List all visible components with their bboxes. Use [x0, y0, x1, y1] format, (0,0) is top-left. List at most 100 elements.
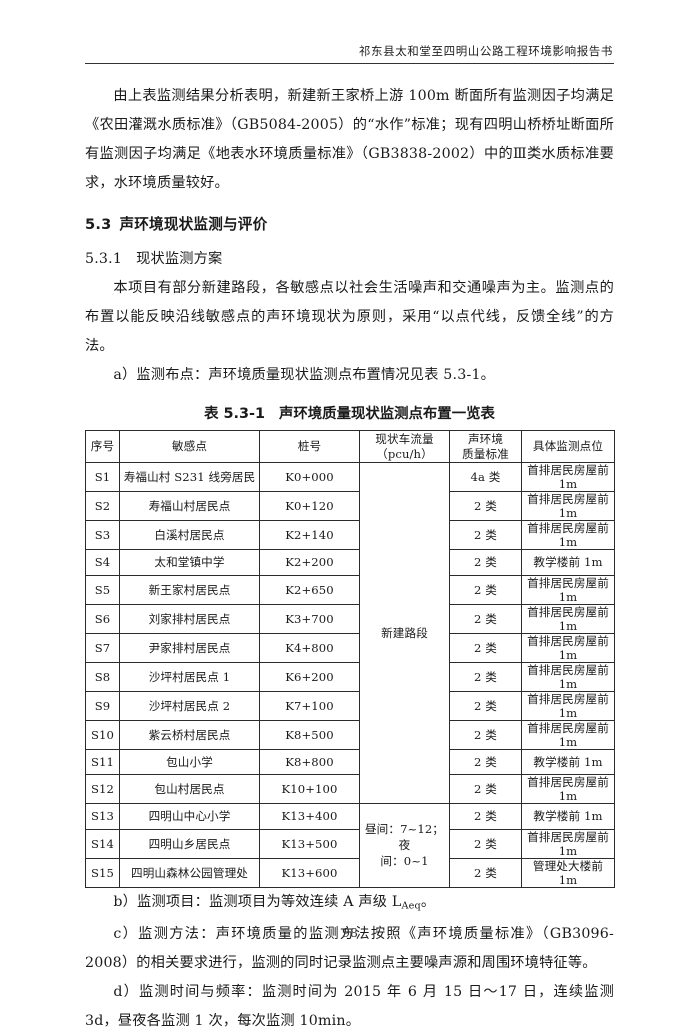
column-header-standard-line1: 声环境	[467, 432, 504, 446]
table-row: S9 沙坪村居民点 2 K7+100 2 类 首排居民房屋前 1m	[85, 690, 615, 721]
column-header-standard-line2: 质量标准	[462, 446, 509, 461]
cell-location: 管理处大楼前 1m	[521, 857, 615, 888]
cell-no: S2	[85, 491, 120, 521]
section-heading: 5.3 声环境现状监测与评价	[85, 210, 614, 240]
cell-point: 四明山乡居民点	[119, 828, 260, 859]
item-b-subscript: Aeq	[401, 900, 421, 912]
cell-stake: K13+400	[259, 803, 360, 830]
cell-no: S7	[85, 632, 120, 663]
cell-standard: 2 类	[449, 774, 522, 804]
cell-point: 沙坪村居民点 1	[119, 661, 260, 692]
column-header-no: 序号	[85, 430, 120, 463]
cell-no: S10	[85, 719, 120, 750]
subsection-heading: 5.3.1 现状监测方案	[85, 244, 614, 274]
cell-stake: K0+120	[259, 491, 360, 521]
cell-no: S6	[85, 603, 120, 634]
cell-point: 尹家排村居民点	[119, 632, 260, 663]
item-b-paragraph: b）监测项目：监测项目为等效连续 A 声级 LAeq。	[85, 888, 614, 921]
column-header-flow-line1: 现状车流量	[375, 432, 434, 446]
cell-standard: 2 类	[449, 719, 522, 750]
cell-standard: 2 类	[449, 574, 522, 605]
cell-no: S4	[85, 549, 120, 576]
cell-stake: K7+100	[259, 690, 360, 721]
cell-no: S5	[85, 574, 120, 605]
column-header-flow: 现状车流量 （pcu/h）	[359, 430, 450, 463]
cell-standard: 2 类	[449, 748, 522, 775]
column-header-flow-line2: （pcu/h）	[376, 446, 433, 461]
running-header-title: 祁东县太和堂至四明山公路工程环境影响报告书	[358, 44, 613, 58]
page-number: 98	[342, 925, 358, 940]
section-number: 5.3	[85, 216, 112, 233]
table-row: S10 紫云桥村居民点 K8+500 2 类 首排居民房屋前 1m	[85, 719, 615, 750]
cell-flow-merged-traffic-line2: 间：0~1	[380, 854, 429, 869]
cell-no: S15	[85, 857, 120, 888]
cell-flow-merged-traffic: 昼间：7~12；夜 间：0~1	[359, 803, 450, 888]
table-row: S1 寿福山村 S231 线旁居民 K0+000 新建路段 4a 类 首排居民房…	[85, 462, 615, 804]
cell-no: S8	[85, 661, 120, 692]
column-header-location: 具体监测点位	[521, 430, 615, 463]
cell-location: 首排居民房屋前 1m	[521, 690, 615, 721]
cell-no: S13	[85, 803, 120, 830]
cell-location: 首排居民房屋前 1m	[521, 603, 615, 634]
cell-point: 包山村居民点	[119, 774, 260, 804]
cell-location: 教学楼前 1m	[521, 549, 615, 576]
cell-point: 沙坪村居民点 2	[119, 690, 260, 721]
cell-stake: K13+600	[259, 857, 360, 888]
cell-stake: K4+800	[259, 632, 360, 663]
cell-standard: 2 类	[449, 549, 522, 576]
cell-location: 首排居民房屋前 1m	[521, 828, 615, 859]
cell-standard: 2 类	[449, 632, 522, 663]
cell-stake: K13+500	[259, 828, 360, 859]
item-a-paragraph: a）监测布点：声环境质量现状监测点布置情况见表 5.3-1。	[113, 367, 496, 383]
table-row: S7 尹家排村居民点 K4+800 2 类 首排居民房屋前 1m	[85, 632, 615, 663]
cell-stake: K2+650	[259, 574, 360, 605]
cell-standard: 4a 类	[449, 462, 522, 492]
cell-standard: 2 类	[449, 520, 522, 550]
cell-no: S14	[85, 828, 120, 859]
cell-no: S11	[85, 748, 120, 775]
cell-location: 首排居民房屋前 1m	[521, 574, 615, 605]
cell-point: 四明山森林公园管理处	[119, 857, 260, 888]
cell-location: 首排居民房屋前 1m	[521, 661, 615, 692]
cell-standard: 2 类	[449, 857, 522, 888]
column-header-point: 敏感点	[119, 430, 260, 463]
table-body: S1 寿福山村 S231 线旁居民 K0+000 新建路段 4a 类 首排居民房…	[85, 462, 615, 888]
cell-stake: K8+800	[259, 748, 360, 775]
cell-standard: 2 类	[449, 828, 522, 859]
item-b-suffix: 。	[420, 893, 436, 910]
cell-point: 新王家村居民点	[119, 574, 260, 605]
table-row: S12 包山村居民点 K10+100 2 类 首排居民房屋前 1m	[85, 774, 615, 804]
cell-point: 刘家排村居民点	[119, 603, 260, 634]
table-caption-title: 声环境质量现状监测点布置一览表	[279, 406, 495, 422]
cell-point: 四明山中心小学	[119, 803, 260, 830]
document-page: 祁东县太和堂至四明山公路工程环境影响报告书 由上表监测结果分析表明，新建新王家桥…	[85, 44, 615, 1029]
table-header-row: 序号 敏感点 桩号 现状车流量 （pcu/h） 声环境 质量标准 具体监测点位	[85, 430, 615, 463]
cell-stake: K3+700	[259, 603, 360, 634]
cell-point: 包山小学	[119, 748, 260, 775]
subsection-number: 5.3.1	[85, 251, 123, 267]
table-row: S5 新王家村居民点 K2+650 2 类 首排居民房屋前 1m	[85, 574, 615, 605]
table-row: S2 寿福山村居民点 K0+120 2 类 首排居民房屋前 1m	[85, 491, 615, 521]
noise-monitoring-table: 序号 敏感点 桩号 现状车流量 （pcu/h） 声环境 质量标准 具体监测点位	[85, 430, 615, 888]
cell-stake: K2+140	[259, 520, 360, 550]
scheme-paragraph: 本项目有部分新建路段，各敏感点以社会生活噪声和交通噪声为主。监测点的布置以能反映…	[85, 280, 614, 354]
cell-no: S9	[85, 690, 120, 721]
section-title: 声环境现状监测与评价	[119, 216, 268, 233]
cell-flow-merged-traffic-line1: 昼间：7~12；夜	[364, 822, 445, 853]
cell-stake: K0+000	[259, 462, 360, 492]
column-header-standard: 声环境 质量标准	[449, 430, 522, 463]
cell-point: 太和堂镇中学	[119, 549, 260, 576]
table-row: S15 四明山森林公园管理处 K13+600 2 类 管理处大楼前 1m	[85, 857, 615, 888]
cell-stake: K6+200	[259, 661, 360, 692]
cell-standard: 2 类	[449, 491, 522, 521]
cell-no: S12	[85, 774, 120, 804]
header-divider	[85, 63, 614, 64]
intro-paragraph: 由上表监测结果分析表明，新建新王家桥上游 100m 断面所有监测因子均满足《农田…	[85, 88, 614, 191]
table-row: S11 包山小学 K8+800 2 类 教学楼前 1m	[85, 748, 615, 775]
cell-point: 紫云桥村居民点	[119, 719, 260, 750]
cell-standard: 2 类	[449, 661, 522, 692]
cell-no: S1	[85, 462, 120, 492]
cell-location: 教学楼前 1m	[521, 803, 615, 830]
subsection-title: 现状监测方案	[136, 251, 223, 267]
cell-location: 首排居民房屋前 1m	[521, 462, 615, 492]
